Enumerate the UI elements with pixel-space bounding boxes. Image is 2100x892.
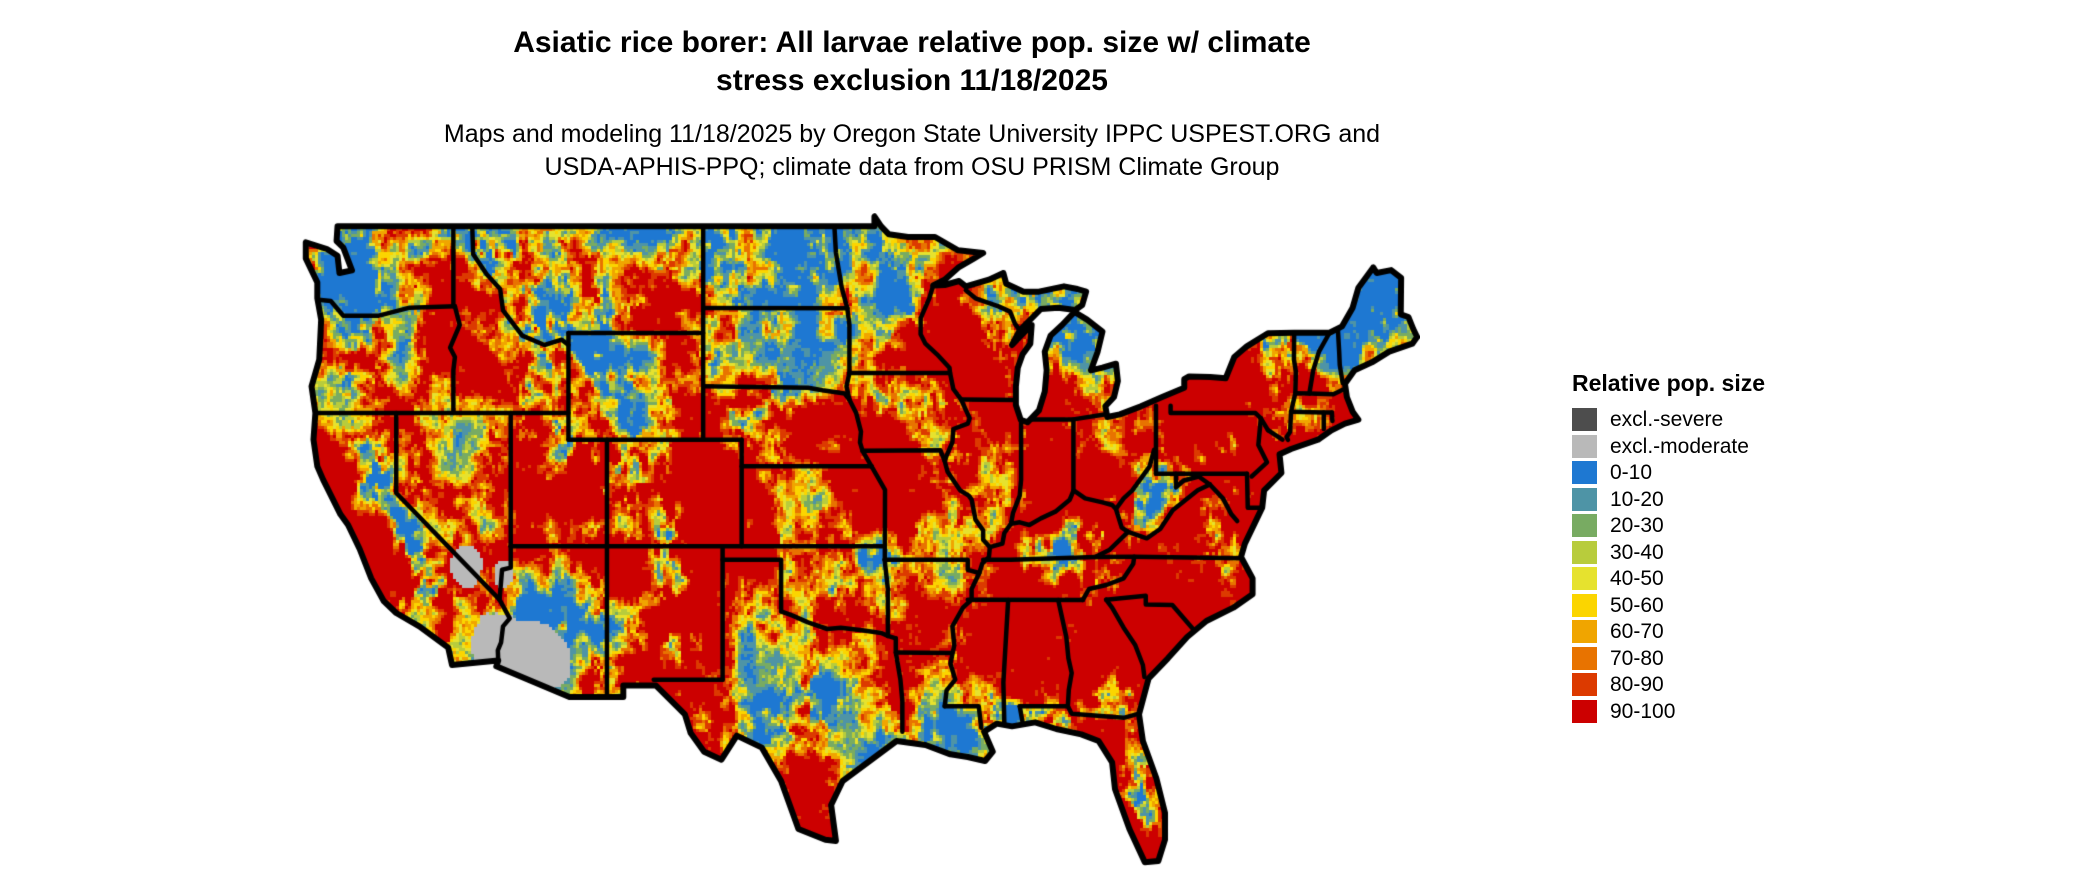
legend-item: 90-100: [1572, 699, 1892, 723]
legend-swatch: [1572, 408, 1597, 431]
legend-item: 50-60: [1572, 593, 1892, 617]
legend-item: 30-40: [1572, 540, 1892, 564]
legend-item-label: 60-70: [1610, 620, 1664, 643]
legend-item-label: excl.-moderate: [1610, 434, 1749, 458]
legend-item: 70-80: [1572, 646, 1892, 670]
legend-swatch: [1572, 514, 1597, 537]
legend-items: excl.-severe excl.-moderate 0-10 10-20 20-30…: [1572, 408, 1892, 723]
us-population-map: [300, 213, 1420, 885]
legend-item-label: 80-90: [1610, 673, 1664, 696]
legend-swatch: [1572, 461, 1597, 484]
legend-item: excl.-severe: [1572, 408, 1892, 431]
map-subtitle-line1: Maps and modeling 11/18/2025 by Oregon S…: [443, 120, 1381, 148]
legend-item: 0-10: [1572, 461, 1892, 484]
legend-item: 10-20: [1572, 487, 1892, 511]
legend-item-label: 20-30: [1610, 514, 1664, 537]
us-map-raster: [300, 213, 1420, 885]
legend-item-label: 90-100: [1610, 699, 1676, 723]
map-legend: Relative pop. size excl.-severe excl.-mod…: [1572, 370, 1892, 726]
legend-swatch: [1572, 434, 1597, 458]
legend-item: 60-70: [1572, 620, 1892, 643]
legend-swatch: [1572, 593, 1597, 617]
legend-item: excl.-moderate: [1572, 434, 1892, 458]
legend-item-label: 50-60: [1610, 593, 1664, 617]
map-title: Asiatic rice borer: All larvae relative …: [0, 24, 1824, 100]
legend-swatch: [1572, 646, 1597, 670]
legend-item-label: 0-10: [1610, 461, 1653, 484]
legend-item: 40-50: [1572, 567, 1892, 590]
legend-item-label: 40-50: [1610, 567, 1664, 590]
legend-item-label: excl.-severe: [1610, 408, 1724, 431]
map-subtitle: Maps and modeling 11/18/2025 by Oregon S…: [0, 118, 1824, 184]
map-subtitle-line2: USDA-APHIS-PPQ; climate data from OSU PR…: [544, 153, 1280, 181]
map-title-line2: stress exclusion 11/18/2025: [716, 64, 1108, 97]
legend-swatch: [1572, 699, 1597, 723]
map-title-line1: Asiatic rice borer: All larvae relative …: [513, 26, 1311, 59]
legend-swatch: [1572, 487, 1597, 511]
legend-swatch: [1572, 540, 1597, 564]
legend-title: Relative pop. size: [1572, 370, 1766, 396]
legend-item-label: 10-20: [1610, 487, 1664, 511]
legend-item-label: 30-40: [1610, 540, 1664, 564]
legend-swatch: [1572, 620, 1597, 643]
legend-swatch: [1572, 567, 1597, 590]
legend-item: 20-30: [1572, 514, 1892, 537]
legend-swatch: [1572, 673, 1597, 696]
legend-item: 80-90: [1572, 673, 1892, 696]
legend-item-label: 70-80: [1610, 646, 1664, 670]
